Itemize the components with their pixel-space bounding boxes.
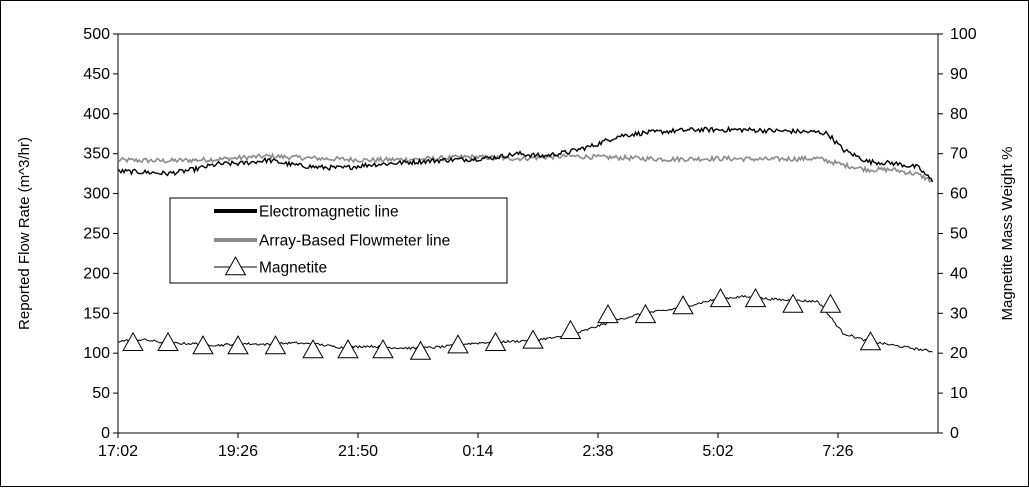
y-tick-label: 350 — [83, 146, 110, 163]
y-tick-label: 300 — [83, 186, 110, 203]
magnetite-marker — [709, 287, 732, 308]
y2-tick-label: 10 — [950, 385, 968, 402]
magnetite-marker — [122, 331, 144, 351]
y2-tick-label: 20 — [950, 345, 968, 362]
magnetite-marker — [782, 293, 804, 313]
magnetite-marker — [819, 293, 842, 313]
magnetite-marker — [302, 339, 324, 359]
magnetite-marker — [522, 329, 544, 349]
legend: Electromagnetic line Array-Based Flowmete… — [169, 197, 508, 284]
x-tick-label: 0:14 — [462, 443, 493, 460]
x-tick-label: 2:38 — [582, 443, 613, 460]
legend-label: Array-Based Flowmeter line — [259, 233, 450, 250]
magnetite-marker — [372, 339, 394, 359]
x-tick-label: 19:26 — [218, 443, 258, 460]
magnetite-marker — [559, 319, 582, 339]
magnetite-marker — [634, 303, 657, 324]
y-tick-label: 200 — [83, 265, 110, 282]
x-tick-label: 17:02 — [98, 443, 138, 460]
magnetite-marker — [337, 339, 359, 359]
y-tick-label: 500 — [83, 26, 110, 43]
magnetite-marker — [597, 303, 619, 324]
magnetite-marker — [744, 287, 767, 308]
magnetite-marker — [192, 335, 214, 355]
magnetite-marker — [227, 335, 249, 355]
y2-tick-label: 40 — [950, 265, 968, 282]
y2-axis-label: Magnetite Mass Weight % — [999, 147, 1016, 321]
y2-tick-label: 70 — [950, 146, 968, 163]
y2-tick-label: 100 — [950, 26, 977, 43]
y-tick-label: 50 — [92, 385, 110, 402]
y-tick-label: 100 — [83, 345, 110, 362]
y-tick-label: 450 — [83, 66, 110, 83]
magnetite-marker — [157, 331, 179, 351]
y-tick-label: 0 — [101, 425, 110, 442]
y2-tick-label: 50 — [950, 226, 968, 243]
legend-label: Magnetite — [259, 260, 327, 277]
series-group — [117, 125, 934, 360]
series-line-electromagnetic — [117, 125, 934, 183]
y-tick-label: 400 — [83, 106, 110, 123]
x-tick-label: 5:02 — [702, 443, 733, 460]
legend-marker-magnetite — [224, 256, 247, 276]
magnetite-marker — [264, 335, 287, 355]
x-tick-label: 21:50 — [338, 443, 378, 460]
magnetite-marker — [859, 331, 882, 351]
y-axis-label: Reported Flow Rate (m^3/hr) — [16, 137, 33, 330]
magnetite-marker — [447, 334, 469, 354]
x-tick-label: 7:26 — [822, 443, 853, 460]
magnetite-marker — [409, 340, 432, 360]
y2-tick-label: 90 — [950, 66, 968, 83]
y-tick-label: 150 — [83, 305, 110, 322]
y2-tick-label: 0 — [950, 425, 959, 442]
y2-tick-label: 30 — [950, 305, 968, 322]
y2-tick-label: 60 — [950, 186, 968, 203]
magnetite-marker — [484, 331, 507, 351]
y-tick-label: 250 — [83, 226, 110, 243]
y2-tick-label: 80 — [950, 106, 968, 123]
magnetite-marker — [672, 295, 694, 315]
series-line-array-based — [117, 151, 934, 184]
legend-label: Electromagnetic line — [259, 204, 399, 221]
